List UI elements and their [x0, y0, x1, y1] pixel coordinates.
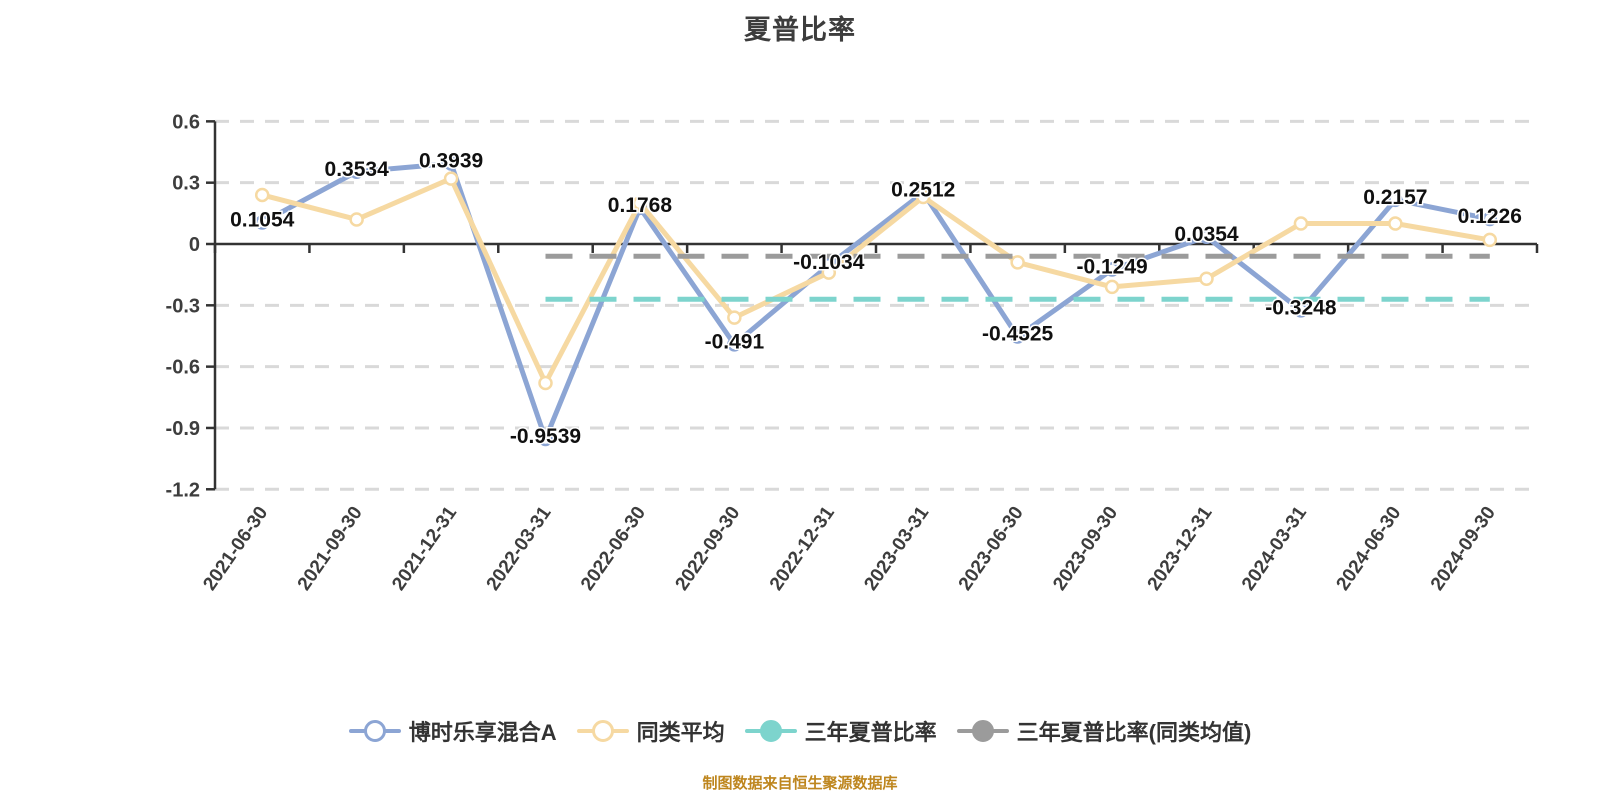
x-tick-label: 2021-06-30 [199, 503, 272, 595]
legend-item-label: 三年夏普比率 [804, 720, 937, 745]
data-point-marker[interactable] [1199, 271, 1214, 286]
x-tick-label: 2022-12-31 [766, 502, 839, 594]
data-point-marker[interactable] [254, 215, 270, 230]
y-tick-label: -0.6 [166, 357, 200, 379]
legend-series-marker-icon [956, 720, 1009, 742]
data-point-marker[interactable] [538, 375, 553, 391]
data-point-label: 0.3939 [419, 149, 483, 172]
x-tick-label: 2023-06-30 [955, 503, 1028, 595]
series-同类平均 [254, 171, 1498, 391]
data-point-label: -0.491 [705, 330, 765, 353]
x-tick-label: 2024-03-31 [1238, 502, 1311, 594]
y-tick-label: -1.2 [166, 479, 200, 501]
data-point-label: 0.3534 [325, 158, 390, 181]
data-point-label: 0.1226 [1458, 205, 1522, 228]
data-point-marker[interactable] [443, 171, 459, 186]
data-point-label: 0.0354 [1174, 223, 1239, 246]
y-tick-label: 0.6 [172, 111, 200, 133]
x-tick-label: 2024-09-30 [1427, 503, 1500, 595]
x-tick-label: 2021-12-31 [388, 502, 461, 594]
data-point-marker[interactable] [632, 195, 648, 211]
y-tick-label: 0 [189, 234, 200, 256]
data-point-marker[interactable] [915, 189, 931, 205]
legend-item-3[interactable]: 三年夏普比率 [744, 715, 937, 747]
data-point-marker[interactable] [349, 212, 364, 227]
x-tick-label: 2022-06-30 [577, 503, 650, 595]
series-line [259, 176, 1493, 386]
legend-series-marker-icon [576, 720, 629, 742]
data-source-note: 制图数据来自恒生聚源数据库 [702, 775, 898, 792]
data-point-marker[interactable] [254, 187, 270, 203]
x-tick-label: 2021-09-30 [294, 503, 367, 595]
data-point-label: -0.1034 [793, 251, 865, 274]
x-tick-label: 2024-06-30 [1332, 503, 1405, 595]
y-tick-label: 0.3 [172, 173, 200, 195]
legend-item-label: 同类平均 [636, 720, 725, 745]
x-tick-label: 2022-09-30 [671, 503, 744, 595]
x-tick-label: 2023-09-30 [1049, 503, 1122, 595]
data-point-marker[interactable] [727, 310, 742, 325]
data-point-label: -0.4525 [982, 322, 1054, 345]
x-tick-label: 2023-03-31 [860, 502, 933, 594]
legend-item-4[interactable]: 三年夏普比率(同类均值) [956, 715, 1252, 747]
legend-item-label: 三年夏普比率(同类均值) [1016, 720, 1252, 745]
chart-title: 夏普比率 [744, 15, 856, 45]
data-point-label: 0.2512 [891, 179, 955, 202]
legend-series-marker-icon [744, 720, 797, 742]
legend-item-1[interactable]: 博时乐享混合A [348, 715, 557, 747]
legend-series-marker-icon [348, 720, 401, 742]
data-point-marker[interactable] [1293, 216, 1309, 231]
data-point-marker[interactable] [821, 265, 837, 280]
data-point-label: 0.1054 [230, 208, 295, 231]
data-point-marker[interactable] [1010, 329, 1025, 344]
data-point-label: 0.2157 [1363, 186, 1427, 209]
y-tick-label: -0.9 [166, 418, 200, 440]
data-point-marker[interactable] [1388, 192, 1403, 208]
gridlines [215, 119, 1537, 491]
data-point-label: 0.1768 [608, 194, 673, 217]
data-point-label: -0.3248 [1265, 296, 1337, 319]
data-point-marker[interactable] [1293, 303, 1309, 318]
data-point-marker[interactable] [1482, 232, 1498, 248]
data-point-label: -0.1249 [1076, 256, 1147, 279]
legend-item-2[interactable]: 同类平均 [576, 715, 725, 747]
data-point-marker[interactable] [1010, 255, 1025, 270]
data-point-label: -0.9539 [510, 425, 581, 448]
data-point-marker[interactable] [1199, 229, 1214, 245]
x-tick-label: 2022-03-31 [483, 502, 556, 594]
data-point-marker[interactable] [538, 431, 553, 447]
data-point-marker[interactable] [1104, 279, 1120, 295]
y-tick-label: -0.3 [166, 295, 200, 317]
data-point-marker[interactable] [443, 156, 459, 171]
data-point-marker[interactable] [1482, 211, 1498, 227]
data-point-marker[interactable] [1388, 216, 1403, 231]
data-point-marker[interactable] [349, 164, 364, 180]
data-point-marker[interactable] [1104, 262, 1120, 277]
data-point-marker[interactable] [727, 337, 742, 352]
chart-legend: 博时乐享混合A 同类平均 三年夏普比率 三年夏普比率(同类均值) [0, 716, 1600, 746]
legend-item-label: 博时乐享混合A [408, 720, 557, 745]
x-tick-label: 2023-12-31 [1144, 502, 1217, 594]
